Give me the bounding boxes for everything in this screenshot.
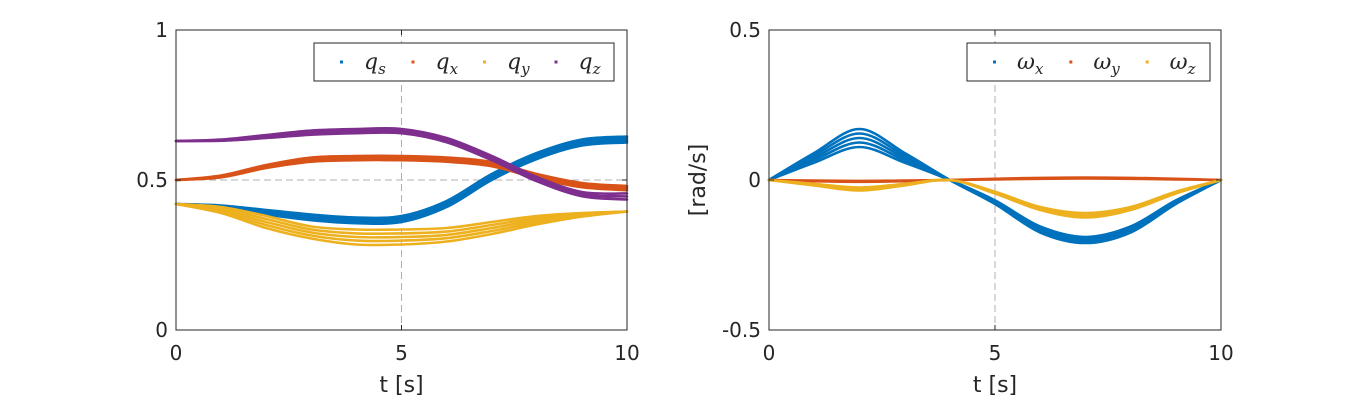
series-line-y-2 [174, 202, 629, 236]
x-tick-label: 10 [614, 341, 639, 365]
series-line-y-5 [174, 202, 629, 247]
legend-entry-x: ωx [1017, 50, 1044, 78]
series-line-x-5 [767, 145, 1223, 239]
x-tick-label: 5 [989, 341, 1002, 365]
legend-marker-x [411, 60, 415, 64]
x-tick-label: 0 [170, 341, 183, 365]
series-line-x-2 [174, 156, 629, 190]
legend: ωx ωy ωz [966, 42, 1211, 82]
series-line-z-3 [767, 178, 1223, 215]
legend-marker-z [1145, 60, 1149, 64]
x-axis-label: t [s] [973, 373, 1017, 398]
series-line-x-1 [174, 154, 629, 188]
legend-entry-y: qy [507, 50, 530, 78]
legend-box [966, 42, 1211, 82]
series-s [174, 135, 629, 226]
legend-box [313, 42, 615, 82]
series-y [767, 176, 1223, 184]
legend-marker-y [1069, 60, 1073, 64]
legend: qs qx qy qz [313, 42, 615, 82]
series-x [767, 127, 1223, 245]
legend-marker-x [993, 60, 996, 64]
series-line-y-1 [174, 202, 629, 232]
y-tick-label: 1 [155, 18, 168, 42]
series-z [767, 178, 1223, 219]
legend-marker-y [483, 60, 486, 64]
legend-entry-z: qz [579, 50, 601, 78]
series-line-y-2 [767, 177, 1223, 183]
legend-marker-s [340, 60, 343, 64]
y-tick-label: 0 [155, 318, 168, 342]
series-line-y-3 [174, 202, 629, 239]
legend-marker-z [554, 60, 558, 64]
x-axis-label: t [s] [379, 373, 423, 398]
x-tick-label: 0 [763, 341, 776, 365]
legend-entry-z: ωz [1170, 50, 1196, 78]
legend-entry-s: qs [364, 50, 386, 78]
y-tick-label: -0.5 [722, 318, 761, 342]
y-axis-label: [rad/s] [686, 144, 711, 217]
series-y [174, 202, 629, 247]
series-line-y-4 [174, 202, 629, 243]
y-tick-label: 0 [748, 168, 761, 192]
x-tick-label: 5 [395, 341, 408, 365]
legend-entry-y: ωy [1093, 50, 1120, 78]
subplot-1: 0 5 10 0 0.5 1 t [s] qs qx qy qz [136, 18, 640, 398]
y-tick-label: 0.5 [136, 168, 168, 192]
subplot-2: 0 5 10-0.500.5t [s][rad/s]ωx ωy ωz [686, 18, 1234, 398]
x-tick-label: 10 [1208, 341, 1233, 365]
series-z [174, 126, 629, 201]
series-line-z-3 [174, 131, 629, 201]
legend-entry-x: qx [436, 50, 459, 78]
y-tick-label: 0.5 [729, 18, 761, 42]
